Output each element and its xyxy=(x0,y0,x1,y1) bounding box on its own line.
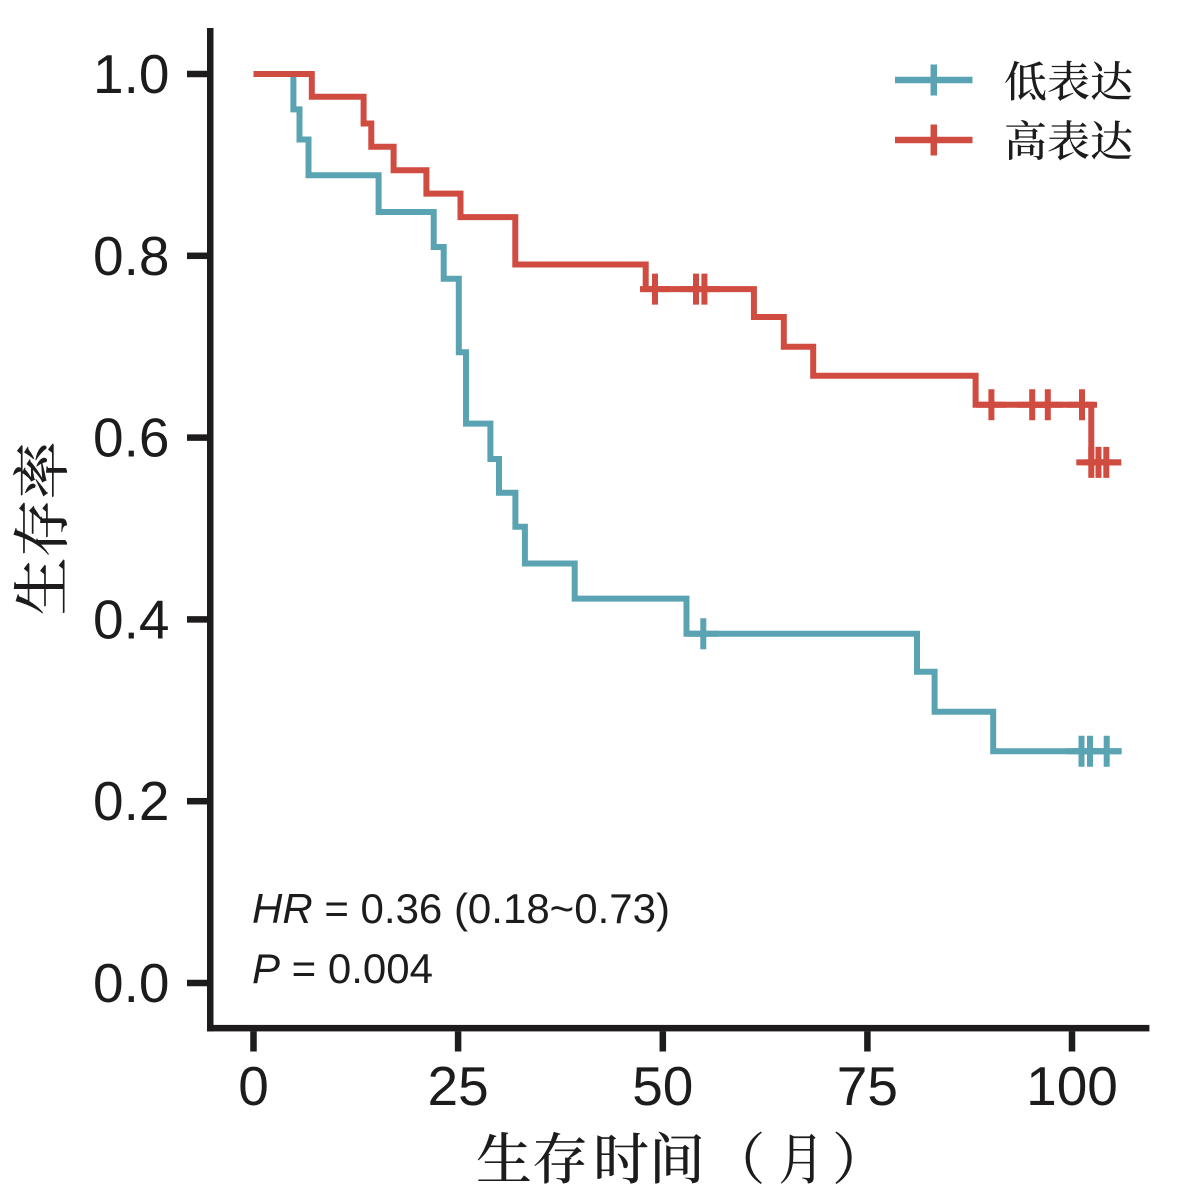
svg-text:0.4: 0.4 xyxy=(93,588,169,650)
svg-text:0.6: 0.6 xyxy=(93,407,169,469)
svg-text:100: 100 xyxy=(1026,1055,1118,1117)
svg-text:0: 0 xyxy=(238,1055,269,1117)
svg-text:HR = 0.36 (0.18~0.73): HR = 0.36 (0.18~0.73) xyxy=(252,885,670,932)
svg-text:0.2: 0.2 xyxy=(93,770,169,832)
svg-text:50: 50 xyxy=(632,1055,693,1117)
svg-text:P = 0.004: P = 0.004 xyxy=(252,945,433,992)
svg-text:75: 75 xyxy=(837,1055,898,1117)
svg-text:0.8: 0.8 xyxy=(93,225,169,287)
svg-text:25: 25 xyxy=(428,1055,489,1117)
svg-text:1.0: 1.0 xyxy=(93,43,169,105)
svg-text:0.0: 0.0 xyxy=(93,952,169,1014)
